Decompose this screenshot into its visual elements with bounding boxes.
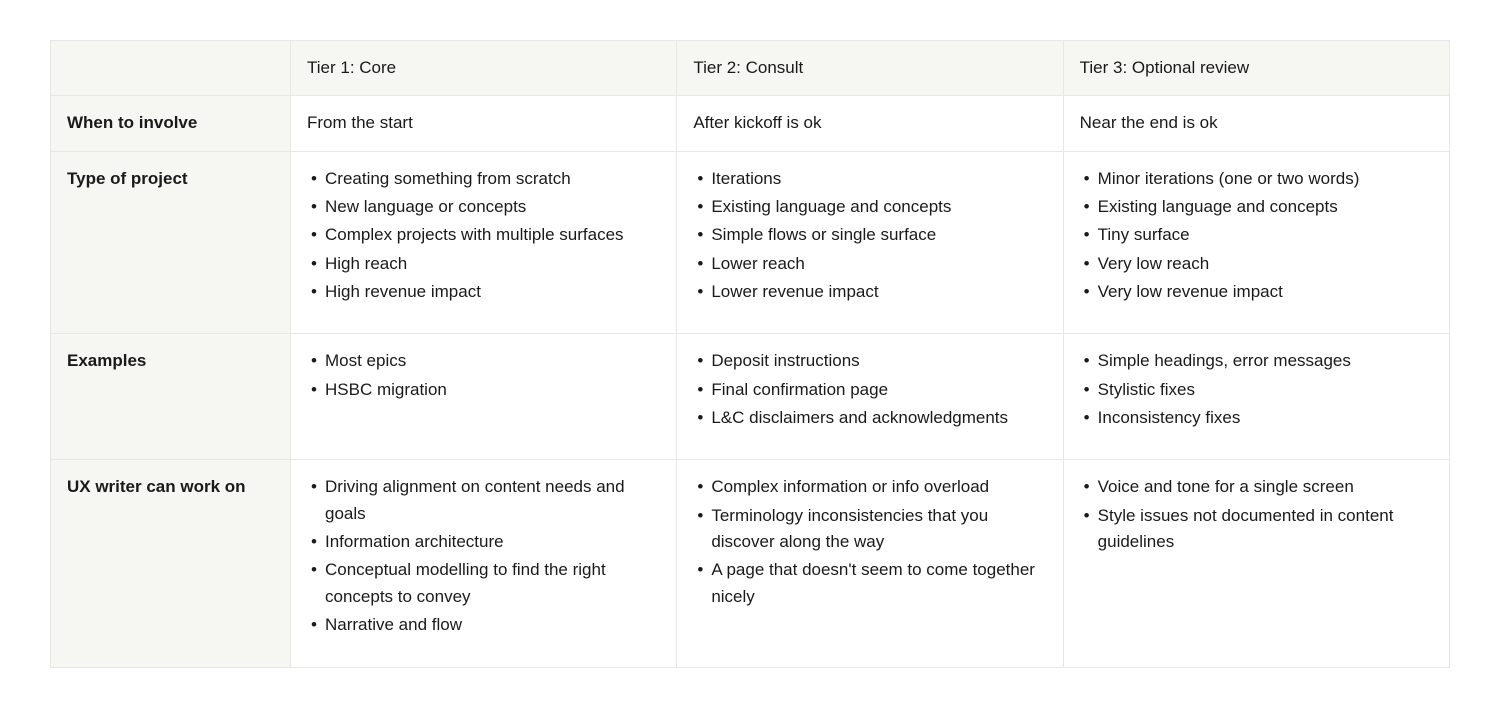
cell-list: Voice and tone for a single screen Style … xyxy=(1080,474,1433,555)
header-tier1: Tier 1: Core xyxy=(291,41,677,96)
list-item: A page that doesn't seem to come togethe… xyxy=(697,557,1046,610)
table-row: UX writer can work on Driving alignment o… xyxy=(51,460,1450,667)
header-tier2: Tier 2: Consult xyxy=(677,41,1063,96)
list-item: Minor iterations (one or two words) xyxy=(1084,166,1433,192)
list-item: Lower revenue impact xyxy=(697,279,1046,305)
cell-examples-tier3: Simple headings, error messages Stylistic… xyxy=(1063,334,1449,460)
tier-table: Tier 1: Core Tier 2: Consult Tier 3: Opt… xyxy=(50,40,1450,668)
list-item: Creating something from scratch xyxy=(311,166,660,192)
cell-list: Complex information or info overload Term… xyxy=(693,474,1046,610)
list-item: Final confirmation page xyxy=(697,377,1046,403)
row-header-ux_writer_work: UX writer can work on xyxy=(51,460,291,667)
list-item: Simple headings, error messages xyxy=(1084,348,1433,374)
list-item: Deposit instructions xyxy=(697,348,1046,374)
cell-list: Most epics HSBC migration xyxy=(307,348,660,403)
cell-list: IterationsExisting language and concepts… xyxy=(693,166,1046,306)
table-header-row: Tier 1: Core Tier 2: Consult Tier 3: Opt… xyxy=(51,41,1450,96)
list-item: HSBC migration xyxy=(311,377,660,403)
cell-type_of_project-tier3: Minor iterations (one or two words)Exist… xyxy=(1063,151,1449,334)
cell-list: Simple headings, error messages Stylistic… xyxy=(1080,348,1433,431)
table-row: Type of projectCreating something from s… xyxy=(51,151,1450,334)
table-row: When to involveFrom the startAfter kicko… xyxy=(51,96,1450,151)
list-item: New language or concepts xyxy=(311,194,660,220)
cell-list: Creating something from scratchNew langu… xyxy=(307,166,660,306)
cell-examples-tier2: Deposit instructions Final confirmation p… xyxy=(677,334,1063,460)
list-item: Existing language and concepts xyxy=(1084,194,1433,220)
cell-ux_writer_work-tier1: Driving alignment on content needs and g… xyxy=(291,460,677,667)
cell-ux_writer_work-tier3: Voice and tone for a single screen Style … xyxy=(1063,460,1449,667)
list-item: Tiny surface xyxy=(1084,222,1433,248)
list-item: Driving alignment on content needs and g… xyxy=(311,474,660,527)
cell-when-tier2: After kickoff is ok xyxy=(677,96,1063,151)
list-item: Style issues not documented in content g… xyxy=(1084,503,1433,556)
list-item: Very low revenue impact xyxy=(1084,279,1433,305)
row-header-type_of_project: Type of project xyxy=(51,151,291,334)
table-row: Examples Most epics HSBC migration Deposit … xyxy=(51,334,1450,460)
list-item: Complex information or info overload xyxy=(697,474,1046,500)
list-item: Complex projects with multiple surfaces xyxy=(311,222,660,248)
cell-list: Driving alignment on content needs and g… xyxy=(307,474,660,638)
cell-when-tier1: From the start xyxy=(291,96,677,151)
list-item: Simple flows or single surface xyxy=(697,222,1046,248)
cell-list: Minor iterations (one or two words)Exist… xyxy=(1080,166,1433,306)
cell-type_of_project-tier2: IterationsExisting language and concepts… xyxy=(677,151,1063,334)
table-body: When to involveFrom the startAfter kicko… xyxy=(51,96,1450,667)
cell-list: Deposit instructions Final confirmation p… xyxy=(693,348,1046,431)
cell-when-tier3: Near the end is ok xyxy=(1063,96,1449,151)
cell-ux_writer_work-tier2: Complex information or info overload Term… xyxy=(677,460,1063,667)
list-item: Inconsistency fixes xyxy=(1084,405,1433,431)
list-item: Iterations xyxy=(697,166,1046,192)
list-item: Stylistic fixes xyxy=(1084,377,1433,403)
list-item: Very low reach xyxy=(1084,251,1433,277)
list-item: Information architecture xyxy=(311,529,660,555)
list-item: Voice and tone for a single screen xyxy=(1084,474,1433,500)
row-header-examples: Examples xyxy=(51,334,291,460)
cell-examples-tier1: Most epics HSBC migration xyxy=(291,334,677,460)
header-empty xyxy=(51,41,291,96)
row-header-when: When to involve xyxy=(51,96,291,151)
list-item: Most epics xyxy=(311,348,660,374)
list-item: High reach xyxy=(311,251,660,277)
list-item: Lower reach xyxy=(697,251,1046,277)
list-item: Narrative and flow xyxy=(311,612,660,638)
cell-type_of_project-tier1: Creating something from scratchNew langu… xyxy=(291,151,677,334)
header-tier3: Tier 3: Optional review xyxy=(1063,41,1449,96)
list-item: Existing language and concepts xyxy=(697,194,1046,220)
list-item: Conceptual modelling to find the right c… xyxy=(311,557,660,610)
list-item: High revenue impact xyxy=(311,279,660,305)
list-item: Terminology inconsistencies that you dis… xyxy=(697,503,1046,556)
list-item: L&C disclaimers and acknowledgments xyxy=(697,405,1046,431)
